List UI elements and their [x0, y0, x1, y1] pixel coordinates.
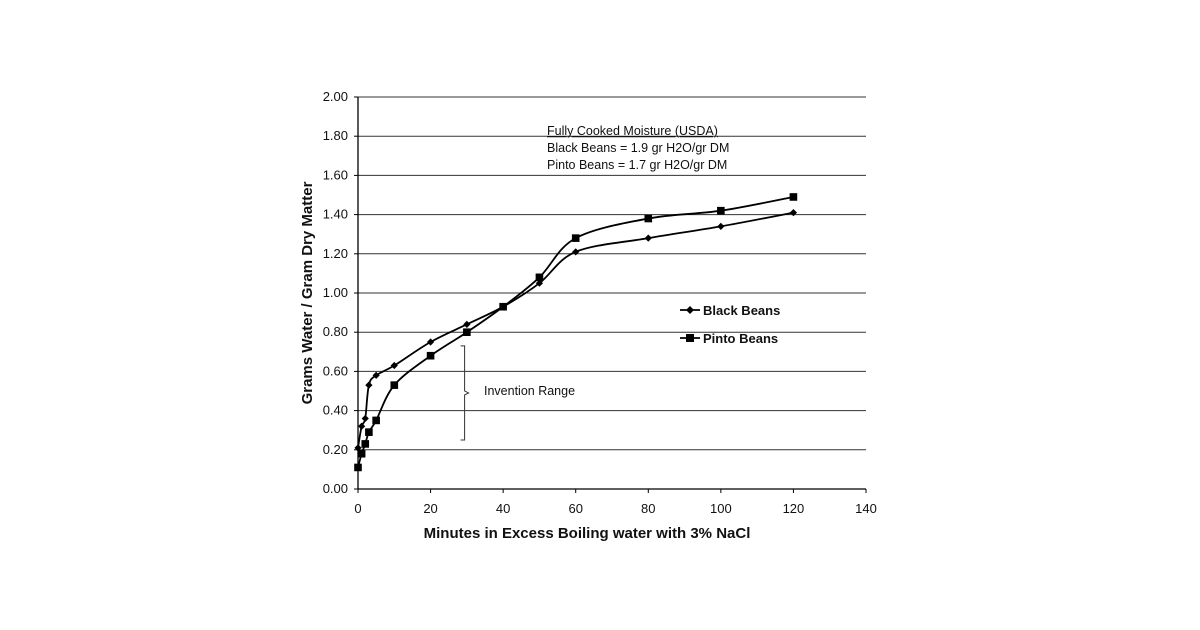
annotation-black-beans: Black Beans = 1.9 gr H2O/gr DM	[547, 141, 729, 155]
y-tick-label: 0.00	[323, 481, 348, 496]
y-tick-label: 1.40	[323, 207, 348, 222]
point-pinto-beans	[427, 352, 435, 360]
point-black-beans	[463, 321, 470, 328]
point-pinto-beans	[499, 303, 507, 311]
x-tick-label: 0	[354, 501, 361, 516]
y-tick-label: 1.80	[323, 128, 348, 143]
point-black-beans	[572, 248, 579, 255]
point-pinto-beans	[536, 274, 544, 282]
point-pinto-beans	[365, 428, 373, 436]
invention-range-label: Invention Range	[484, 384, 575, 398]
y-tick-label: 1.60	[323, 167, 348, 182]
point-black-beans	[717, 223, 724, 230]
y-tick-label: 0.40	[323, 403, 348, 418]
legend-item-pinto-beans: Pinto Beans	[680, 331, 778, 346]
point-pinto-beans	[372, 417, 380, 425]
point-pinto-beans	[358, 450, 366, 458]
x-tick-label: 120	[783, 501, 805, 516]
y-tick-label: 1.20	[323, 246, 348, 261]
point-black-beans	[358, 423, 365, 430]
x-tick-label: 140	[855, 501, 877, 516]
point-black-beans	[645, 235, 652, 242]
x-tick-label: 60	[568, 501, 582, 516]
y-tick-label: 0.80	[323, 324, 348, 339]
legend-label-pinto-beans: Pinto Beans	[703, 331, 778, 346]
legend-marker-diamond	[686, 306, 694, 314]
y-axis-title: Grams Water / Gram Dry Matter	[299, 181, 316, 404]
bracket-line	[461, 346, 469, 440]
x-tick-label: 40	[496, 501, 510, 516]
x-axis-title: Minutes in Excess Boiling water with 3% …	[424, 525, 751, 542]
invention-range-bracket	[461, 346, 469, 440]
x-tick-label: 100	[710, 501, 732, 516]
point-pinto-beans	[354, 464, 362, 472]
point-pinto-beans	[644, 215, 652, 223]
legend-marker-square	[686, 334, 694, 342]
legend-label-black-beans: Black Beans	[703, 303, 780, 318]
y-tick-label: 0.60	[323, 363, 348, 378]
point-pinto-beans	[717, 207, 725, 215]
point-pinto-beans	[390, 381, 398, 389]
point-pinto-beans	[463, 328, 471, 336]
annotation-pinto-beans: Pinto Beans = 1.7 gr H2O/gr DM	[547, 158, 727, 172]
legend: Black Beans Pinto Beans	[680, 303, 780, 346]
legend-item-black-beans: Black Beans	[680, 303, 780, 318]
point-pinto-beans	[790, 193, 798, 201]
x-tick-label: 80	[641, 501, 655, 516]
point-black-beans	[365, 382, 372, 389]
x-tick-label: 20	[423, 501, 437, 516]
annotation-box: Fully Cooked Moisture (USDA) Black Beans…	[547, 124, 729, 172]
point-pinto-beans	[361, 440, 369, 448]
y-tick-label: 1.00	[323, 285, 348, 300]
y-tick-label: 0.20	[323, 442, 348, 457]
point-black-beans	[790, 209, 797, 216]
point-pinto-beans	[572, 234, 580, 242]
annotation-title: Fully Cooked Moisture (USDA)	[547, 124, 718, 138]
y-tick-label: 2.00	[323, 89, 348, 104]
point-black-beans	[362, 415, 369, 422]
